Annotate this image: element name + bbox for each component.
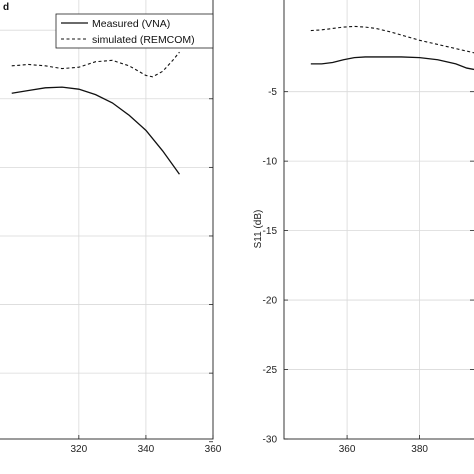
x-tick-label: 320 <box>70 444 87 455</box>
right-series <box>310 25 474 71</box>
x-tick-label: 340 <box>138 444 155 455</box>
y-tick-label: -20 <box>263 296 278 307</box>
y-axis-label: S11 (dB) <box>253 210 264 249</box>
y-tick-label: -15 <box>263 226 278 237</box>
left-grid <box>0 0 214 439</box>
x-tick-label: 360 <box>205 444 222 455</box>
right-plot-frame <box>283 0 474 440</box>
simulated-series-line <box>11 51 180 78</box>
measured-series-line <box>11 86 180 175</box>
left-plot-frame <box>0 0 214 440</box>
right-ticks: 360 380 -5 -10 -15 -20 -25 -30 <box>263 87 474 455</box>
y-tick-label: -25 <box>263 365 278 376</box>
y-tick-label: -30 <box>263 435 278 446</box>
x-tick-label: 360 <box>339 444 356 455</box>
right-grid <box>284 0 474 439</box>
panel-letter: d <box>3 2 9 13</box>
y-tick-label: -5 <box>268 87 277 98</box>
simulated-series-line <box>310 25 474 54</box>
legend-label-measured: Measured (VNA) <box>92 18 170 30</box>
legend-box <box>55 13 214 49</box>
x-tick-label: 380 <box>411 444 428 455</box>
legend-label-simulated: simulated (REMCOM) <box>92 34 195 46</box>
measured-series-line <box>310 56 474 71</box>
left-panel: 320 340 360 d Measured (VNA) simulated (RE… <box>0 0 222 455</box>
legend: Measured (VNA) simulated (REMCOM) <box>55 13 214 49</box>
y-tick-label: -10 <box>263 157 278 168</box>
right-panel: 360 380 -5 -10 -15 -20 -25 -30 S11 (dB) <box>253 0 474 455</box>
left-series <box>11 51 180 175</box>
